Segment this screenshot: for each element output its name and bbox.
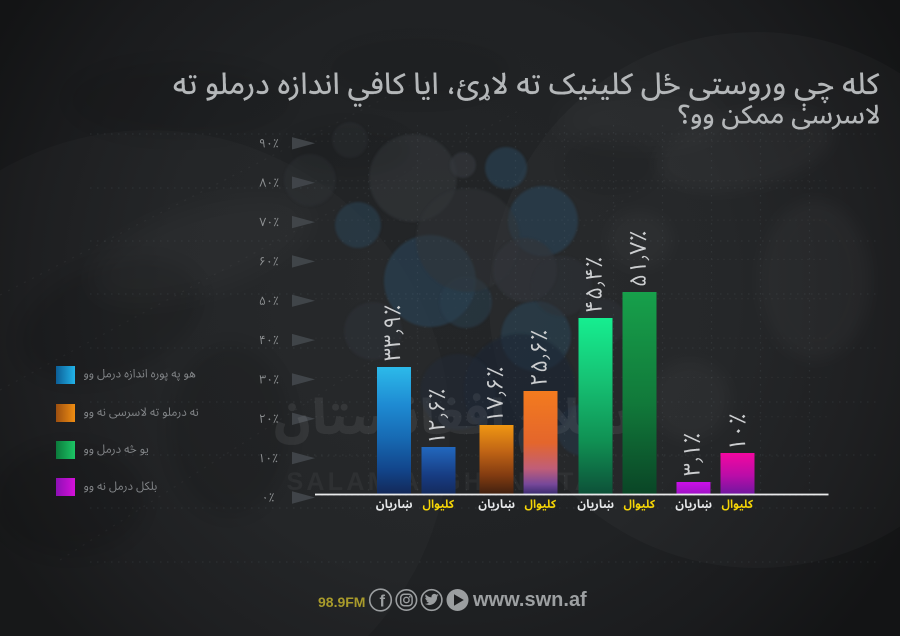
svg-text:f: f: [380, 592, 386, 610]
